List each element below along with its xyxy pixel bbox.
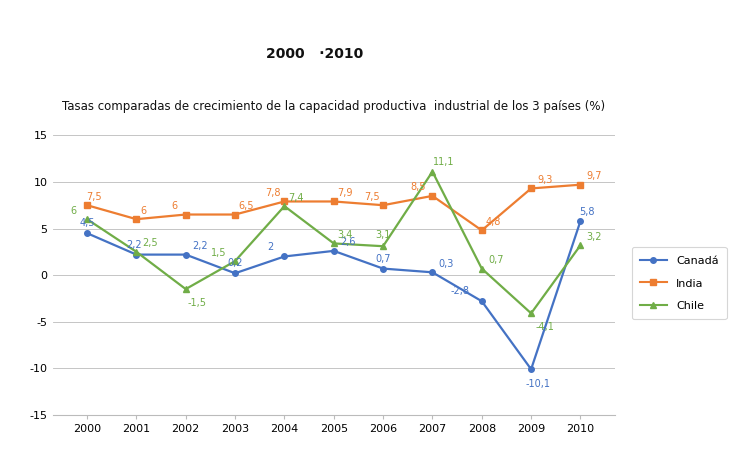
- Text: -2,8: -2,8: [450, 286, 469, 296]
- Text: 3,4: 3,4: [338, 230, 352, 240]
- Text: 6: 6: [70, 206, 76, 216]
- Canadá: [230, 271, 239, 276]
- Canadá: [182, 252, 190, 258]
- Chile: [428, 169, 437, 175]
- India: [82, 202, 92, 208]
- Canadá: [82, 230, 92, 236]
- Text: 2,5: 2,5: [142, 238, 158, 248]
- Canadá: [329, 248, 338, 253]
- Text: 0,2: 0,2: [227, 258, 243, 268]
- Text: -10,1: -10,1: [526, 379, 550, 389]
- India: [379, 202, 388, 208]
- Text: 0,7: 0,7: [375, 253, 391, 264]
- Chile: [182, 286, 190, 292]
- Chile: [526, 311, 536, 316]
- Text: 0,3: 0,3: [439, 259, 454, 269]
- India: [428, 193, 437, 198]
- Chile: [576, 243, 585, 248]
- Text: 11,1: 11,1: [433, 156, 454, 167]
- India: [576, 182, 585, 188]
- Text: -4,1: -4,1: [536, 322, 554, 332]
- India: [280, 199, 289, 204]
- Text: 1,5: 1,5: [211, 248, 226, 258]
- Title: Tasas comparadas de crecimiento de la capacidad productiva  industrial de los 3 : Tasas comparadas de crecimiento de la ca…: [62, 100, 605, 113]
- Chile: [82, 216, 92, 222]
- India: [526, 186, 536, 191]
- Chile: [230, 258, 239, 264]
- Text: 6: 6: [172, 201, 178, 211]
- Line: India: India: [84, 182, 584, 233]
- Chile: [329, 241, 338, 246]
- Text: 7,8: 7,8: [266, 188, 281, 198]
- India: [182, 212, 190, 217]
- Line: Chile: Chile: [83, 168, 584, 317]
- India: [132, 216, 141, 222]
- Canadá: [576, 218, 585, 224]
- Chile: [280, 203, 289, 209]
- Text: -1,5: -1,5: [188, 298, 206, 308]
- Text: 2: 2: [268, 242, 274, 252]
- Text: 9,3: 9,3: [537, 175, 553, 185]
- Text: 7,9: 7,9: [337, 188, 352, 198]
- Chile: [379, 244, 388, 249]
- Text: 4,5: 4,5: [80, 218, 94, 228]
- Canadá: [428, 270, 437, 275]
- Legend: Canadá, India, Chile: Canadá, India, Chile: [632, 247, 727, 319]
- Text: 6: 6: [140, 206, 146, 216]
- Canadá: [526, 367, 536, 372]
- India: [329, 199, 338, 204]
- Canadá: [132, 252, 141, 258]
- Text: 5,8: 5,8: [580, 207, 596, 217]
- Chile: [132, 249, 141, 254]
- Text: 2,2: 2,2: [126, 239, 142, 250]
- Text: 3,2: 3,2: [586, 232, 602, 242]
- India: [477, 228, 486, 233]
- Text: 2,6: 2,6: [340, 237, 356, 247]
- Text: 2000   ·2010: 2000 ·2010: [266, 47, 364, 61]
- Text: 8,5: 8,5: [411, 182, 426, 192]
- Text: 9,7: 9,7: [586, 171, 602, 181]
- Text: 7,4: 7,4: [288, 193, 303, 202]
- Text: 3,1: 3,1: [376, 230, 391, 240]
- Text: 2,2: 2,2: [192, 241, 208, 251]
- Text: 4,8: 4,8: [485, 217, 500, 227]
- India: [230, 212, 239, 217]
- Text: 7,5: 7,5: [86, 192, 102, 202]
- Canadá: [280, 254, 289, 259]
- Text: 7,5: 7,5: [364, 192, 380, 202]
- Text: 0,7: 0,7: [488, 255, 503, 265]
- Line: Canadá: Canadá: [84, 218, 584, 372]
- Text: 6,5: 6,5: [238, 201, 254, 211]
- Canadá: [477, 299, 486, 304]
- Canadá: [379, 266, 388, 272]
- Chile: [477, 266, 486, 272]
